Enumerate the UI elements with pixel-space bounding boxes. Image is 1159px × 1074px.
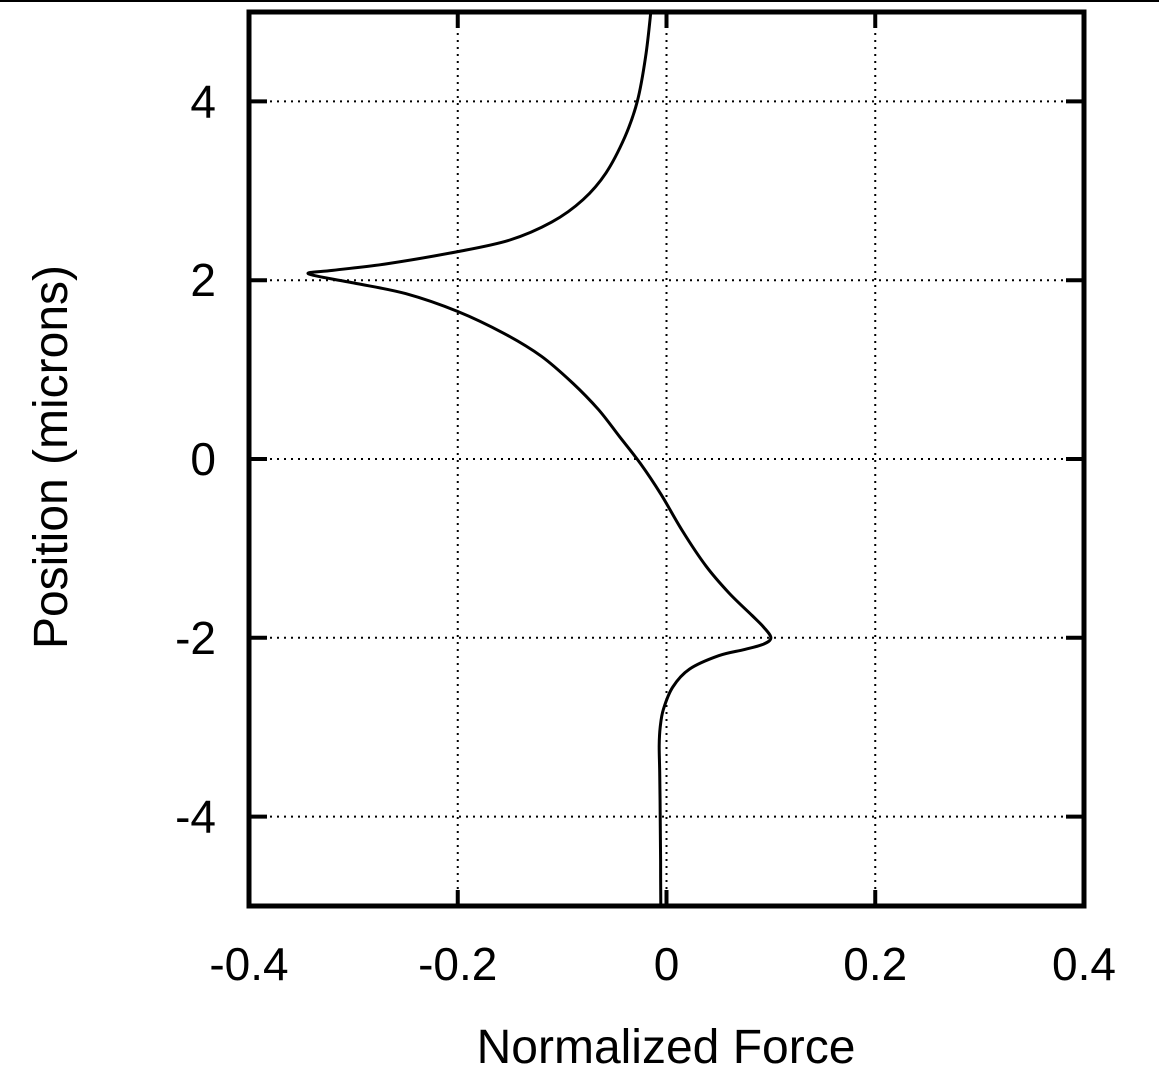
y-tick-label: 2 xyxy=(190,254,216,306)
y-tick-label: 0 xyxy=(190,433,216,485)
y-tick-labels: -4 -2 0 2 4 xyxy=(175,75,216,842)
grid xyxy=(249,12,1084,906)
series-line xyxy=(306,10,773,908)
x-axis-title: Normalized Force xyxy=(477,1021,856,1074)
y-tick-label: 4 xyxy=(190,75,216,127)
x-tick-label: -0.2 xyxy=(418,938,497,990)
x-tick-label: 0.2 xyxy=(843,938,907,990)
x-tick-labels: -0.4 -0.2 0 0.2 0.4 xyxy=(209,938,1116,990)
y-tick-label: -4 xyxy=(175,791,216,843)
y-axis-title: Position (microns) xyxy=(25,265,78,649)
x-tick-label: -0.4 xyxy=(209,938,288,990)
y-tick-label: -2 xyxy=(175,612,216,664)
plot-area xyxy=(306,10,773,908)
plot-frame xyxy=(246,9,1087,909)
x-tick-label: 0.4 xyxy=(1052,938,1116,990)
x-tick-label: 0 xyxy=(654,938,680,990)
